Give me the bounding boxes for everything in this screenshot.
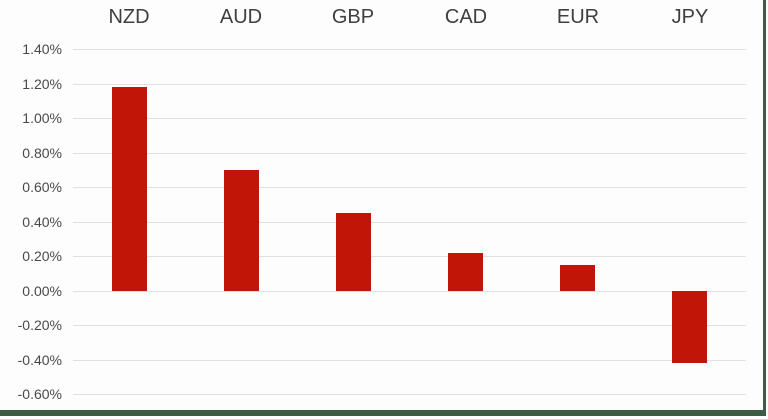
y-axis-tick-label: 0.20% bbox=[22, 248, 62, 264]
y-axis-tick-label: 0.00% bbox=[22, 283, 62, 299]
bar-gbp bbox=[336, 213, 371, 291]
bar-aud bbox=[224, 170, 259, 291]
gridline bbox=[73, 256, 746, 257]
y-axis-tick-label: -0.60% bbox=[17, 386, 62, 402]
bar-nzd bbox=[112, 87, 147, 291]
gridline bbox=[73, 49, 746, 50]
category-label-cad: CAD bbox=[444, 6, 488, 28]
y-axis-tick-label: 1.40% bbox=[22, 41, 62, 57]
gridline bbox=[73, 291, 746, 292]
category-label-jpy: JPY bbox=[671, 6, 709, 28]
gridline bbox=[73, 325, 746, 326]
frame-bottom-border bbox=[0, 410, 766, 416]
category-label-gbp: GBP bbox=[331, 6, 375, 28]
y-axis-tick-label: 0.60% bbox=[22, 179, 62, 195]
y-axis-tick-label: 0.40% bbox=[22, 214, 62, 230]
gridline bbox=[73, 222, 746, 223]
y-axis-tick-label: 0.80% bbox=[22, 145, 62, 161]
gridline bbox=[73, 360, 746, 361]
gridline bbox=[73, 153, 746, 154]
category-label-eur: EUR bbox=[556, 6, 600, 28]
gridline bbox=[73, 118, 746, 119]
gridline bbox=[73, 394, 746, 395]
gridline bbox=[73, 187, 746, 188]
frame-right-border bbox=[763, 0, 766, 416]
gridline bbox=[73, 84, 746, 85]
y-axis-tick-label: -0.20% bbox=[17, 317, 62, 333]
bar-jpy bbox=[672, 291, 707, 363]
y-axis-tick-label: 1.00% bbox=[22, 110, 62, 126]
category-label-aud: AUD bbox=[219, 6, 263, 28]
bar-cad bbox=[448, 253, 483, 291]
y-axis-tick-label: 1.20% bbox=[22, 76, 62, 92]
y-axis-tick-label: -0.40% bbox=[17, 352, 62, 368]
category-label-nzd: NZD bbox=[108, 6, 150, 28]
bar-eur bbox=[560, 265, 595, 291]
